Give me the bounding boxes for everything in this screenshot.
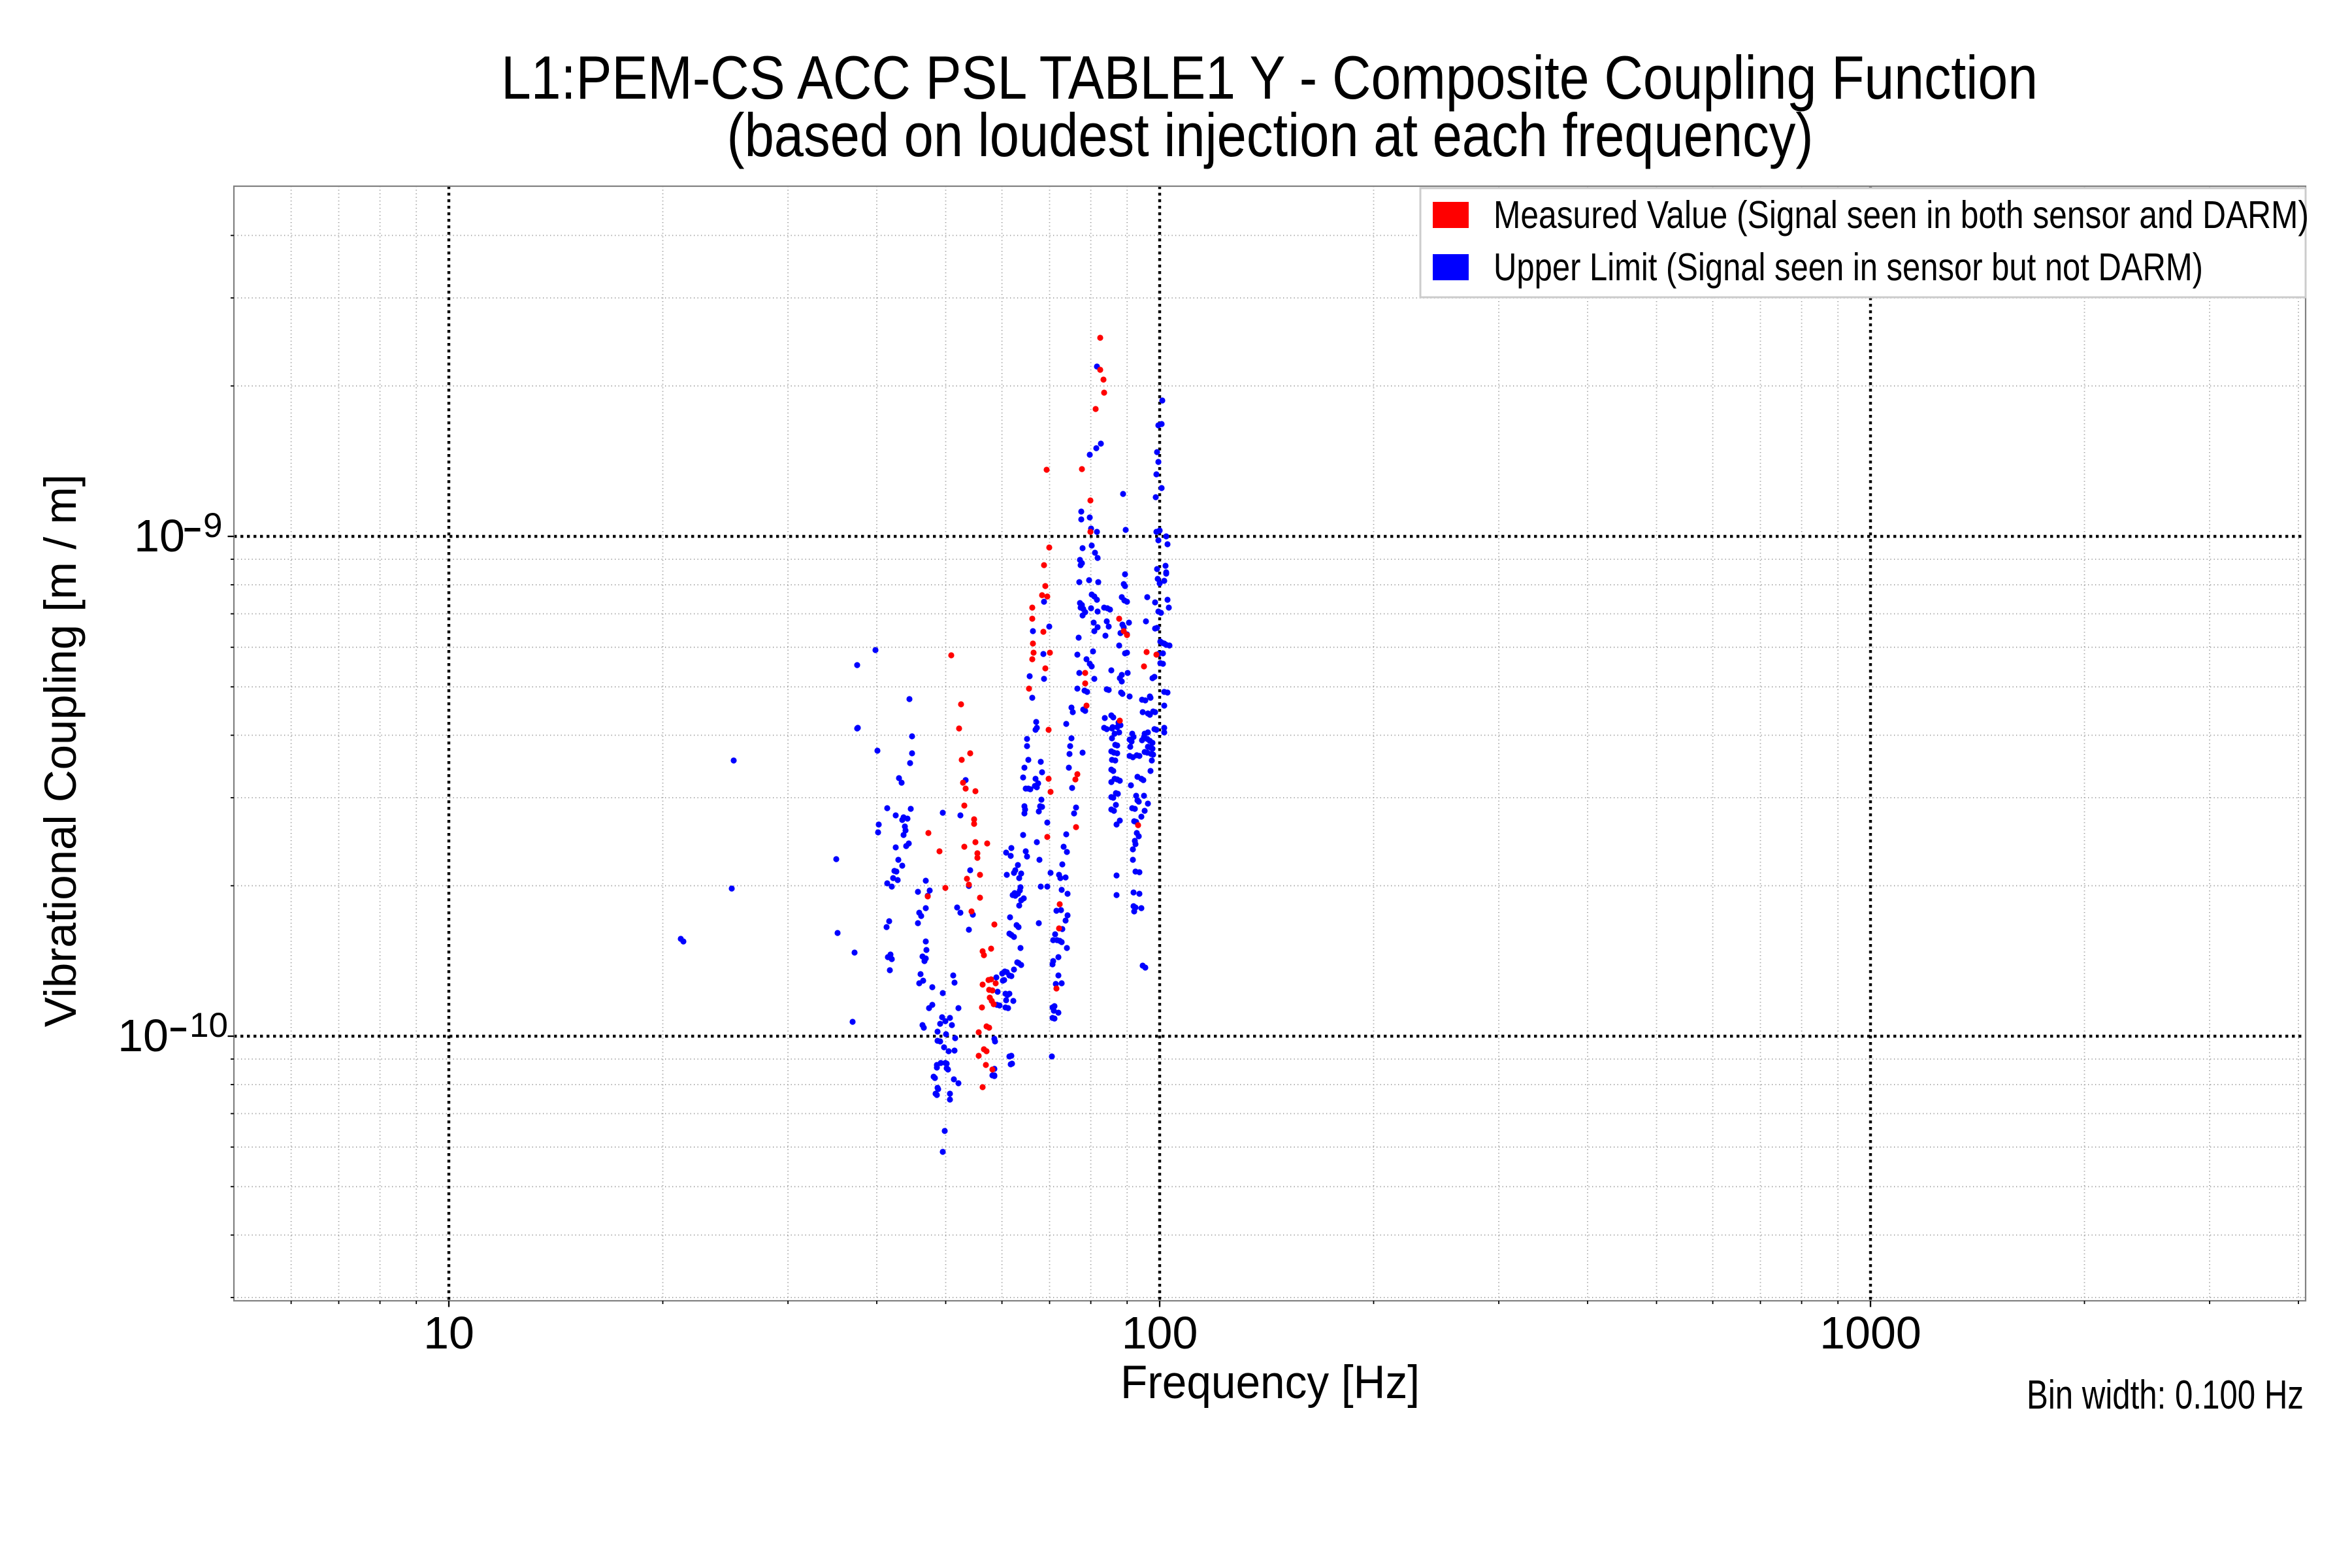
svg-text:Upper Limit (Signal seen in se: Upper Limit (Signal seen in sensor but n… bbox=[1494, 246, 2203, 289]
svg-text:10: 10 bbox=[118, 1010, 169, 1061]
svg-text:9: 9 bbox=[203, 506, 222, 545]
svg-text:Frequency [Hz]: Frequency [Hz] bbox=[1120, 1357, 1420, 1409]
svg-text:Measured Value (Signal seen in: Measured Value (Signal seen in both sens… bbox=[1494, 193, 2309, 237]
svg-text:10: 10 bbox=[189, 1006, 228, 1045]
svg-text:10: 10 bbox=[423, 1307, 474, 1358]
svg-text:1000: 1000 bbox=[1820, 1307, 1921, 1358]
svg-text:(based on loudest injection at: (based on loudest injection at each freq… bbox=[727, 101, 1814, 169]
svg-text:L1:PEM-CS ACC PSL TABLE1 Y - C: L1:PEM-CS ACC PSL TABLE1 Y - Composite C… bbox=[501, 43, 2038, 112]
svg-text:Bin width: 0.100 Hz: Bin width: 0.100 Hz bbox=[2027, 1373, 2304, 1418]
svg-text:Vibrational Coupling [m / m]: Vibrational Coupling [m / m] bbox=[35, 474, 86, 1027]
svg-text:100: 100 bbox=[1122, 1307, 1198, 1358]
svg-text:10: 10 bbox=[134, 510, 185, 561]
